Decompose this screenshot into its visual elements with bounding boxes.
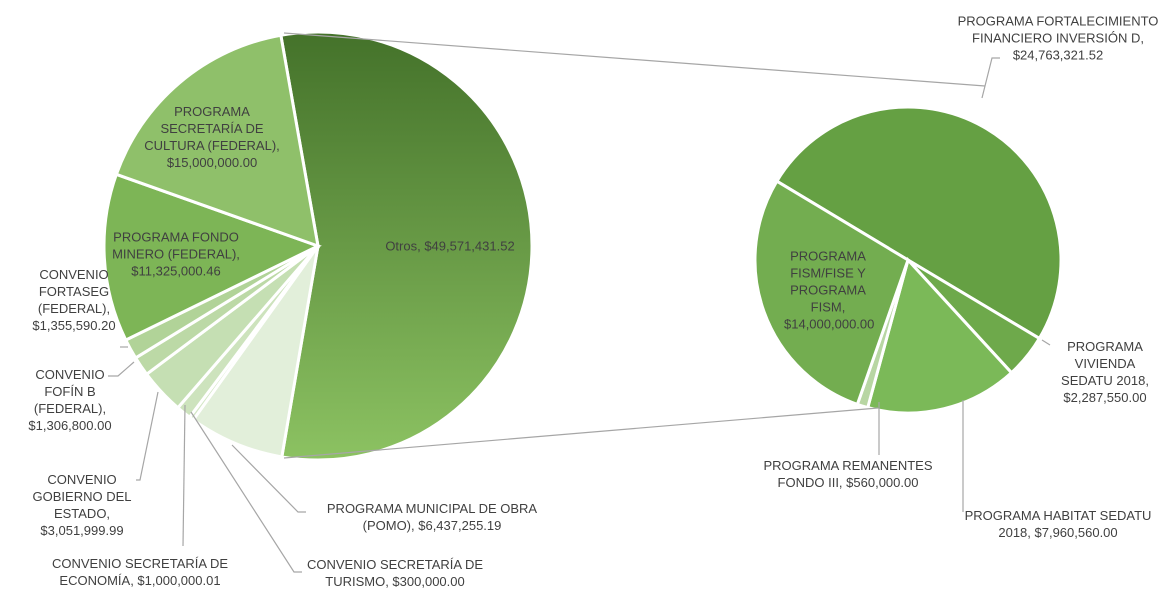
leaders — [108, 32, 1051, 573]
pie-slice — [114, 33, 320, 249]
pie-slice — [774, 105, 1063, 341]
data-label: PROGRAMA FONDO MINERO (FEDERAL), $11,325… — [112, 229, 240, 279]
data-label: CONVENIO SECRETARÍA DE ECONOMÍA, $1,000,… — [51, 556, 228, 588]
leader-line — [1041, 339, 1051, 346]
data-label: CONVENIO GOBIERNO DEL ESTADO, $3,051,999… — [32, 472, 132, 538]
leader-line — [182, 404, 186, 547]
leader-line — [190, 411, 302, 573]
leader-line — [981, 57, 1000, 99]
data-label: PROGRAMA MUNICIPAL DE OBRA (POMO), $6,43… — [326, 501, 538, 533]
data-label: PROGRAMA HABITAT SEDATU 2018, $7,960,560… — [964, 508, 1152, 540]
leader-line — [108, 361, 135, 377]
data-label: CONVENIO SECRETARÍA DE TURISMO, $300,000… — [306, 557, 483, 589]
pie-slice — [102, 172, 322, 343]
data-label: PROGRAMA FISM/FISE Y PROGRAMA FISM, $14,… — [784, 248, 875, 332]
data-label: PROGRAMA FORTALECIMIENTO FINANCIERO INVE… — [957, 13, 1159, 63]
pie-slice — [753, 179, 910, 407]
data-label: CONVENIO FOFÍN B (FEDERAL), $1,306,800.0… — [28, 367, 112, 433]
leader-line — [136, 391, 159, 481]
data-label: Otros, $49,571,431.52 — [385, 238, 515, 254]
pie-slice — [279, 30, 534, 462]
data-label: PROGRAMA REMANENTES FONDO III, $560,000.… — [763, 458, 933, 490]
connector — [283, 407, 879, 459]
connector — [283, 32, 986, 87]
pies — [102, 30, 1063, 462]
data-label: CONVENIO FORTASEG (FEDERAL), $1,355,590.… — [32, 267, 116, 333]
data-label: PROGRAMA VIVIENDA SEDATU 2018, $2,287,55… — [1061, 339, 1149, 405]
data-label: PROGRAMA SECRETARÍA DE CULTURA (FEDERAL)… — [144, 104, 280, 170]
leader-line — [231, 444, 306, 513]
